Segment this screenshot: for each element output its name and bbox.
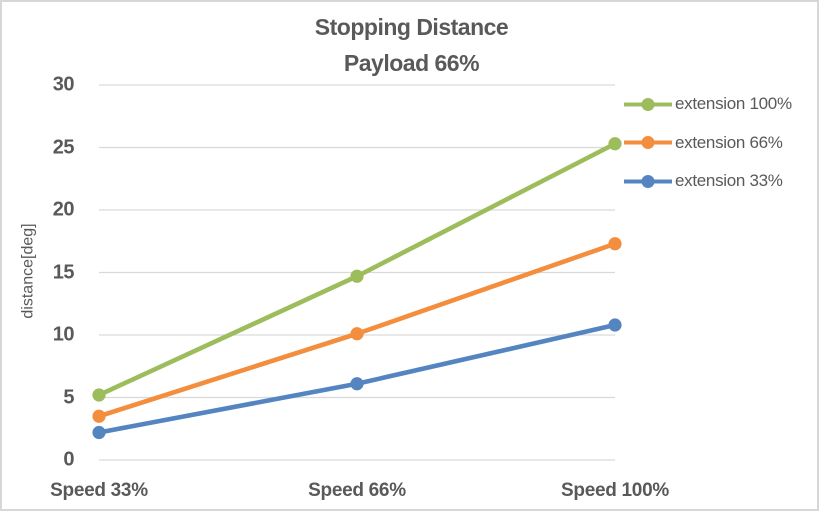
legend-item: extension 66% (624, 133, 783, 153)
data-point-marker (350, 377, 364, 391)
y-tick-label: 10 (52, 323, 75, 346)
legend: extension 100% extension 66% extension 33% (624, 2, 817, 509)
y-axis-title: distance[deg] (19, 223, 37, 319)
legend-line-marker-icon (624, 97, 672, 111)
x-category-label: Speed 66% (308, 480, 406, 501)
legend-line-marker-icon (624, 136, 672, 149)
y-tick-label: 20 (52, 198, 75, 221)
legend-item: extension 100% (624, 94, 792, 114)
x-category-label: Speed 33% (50, 480, 148, 501)
data-point-marker (608, 318, 622, 332)
chart-title: Stopping Distance Payload 66% (2, 9, 817, 81)
legend-line-marker-icon (624, 174, 672, 188)
data-point-marker (92, 388, 106, 402)
y-tick-label: 15 (52, 261, 75, 283)
chart-title-line2: Payload 66% (343, 50, 480, 76)
legend-label: extension 100% (675, 94, 792, 113)
chart-title-line1: Stopping Distance (314, 14, 509, 40)
y-tick-label: 30 (52, 73, 75, 96)
data-point-marker (350, 269, 364, 283)
y-tick-label: 5 (63, 386, 74, 408)
data-point-marker (608, 137, 622, 151)
x-category-label: Speed 100% (561, 480, 669, 501)
data-point-marker (92, 409, 106, 423)
data-point-marker (350, 327, 364, 341)
data-point-marker (608, 237, 622, 251)
legend-label: extension 33% (675, 171, 783, 190)
y-tick-label: 25 (52, 136, 75, 158)
legend-label: extension 66% (675, 132, 783, 152)
data-point-marker (92, 425, 106, 440)
legend-item: extension 33% (624, 171, 783, 191)
y-tick-label: 0 (63, 448, 74, 471)
